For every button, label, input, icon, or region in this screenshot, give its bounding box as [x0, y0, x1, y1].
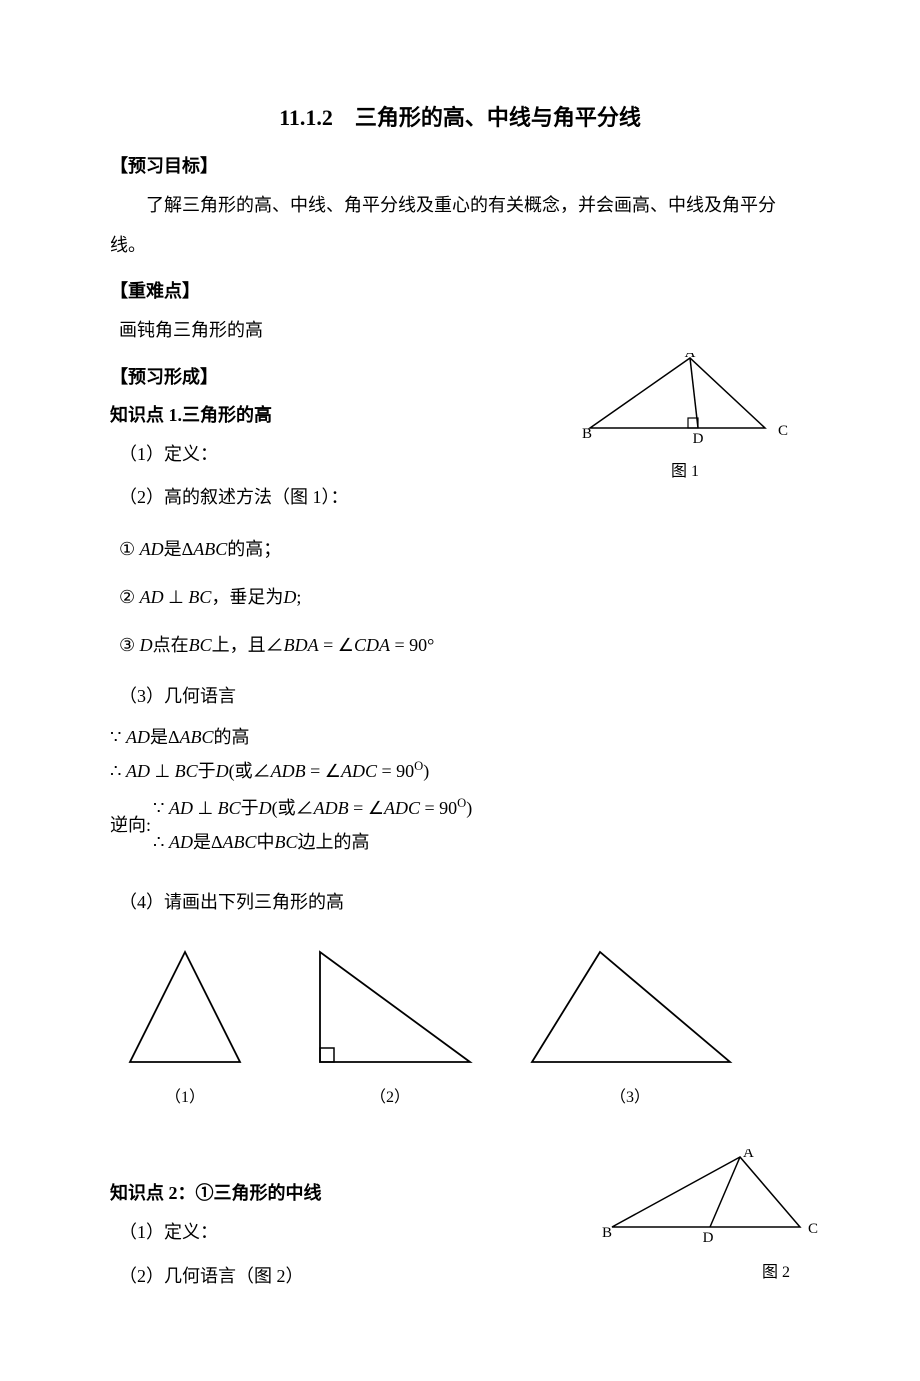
svg-text:C: C: [778, 423, 788, 439]
header-goal: 【预习目标】: [110, 152, 810, 178]
triangle-2-caption: （2）: [300, 1083, 480, 1107]
page-title: 11.1.2 三角形的高、中线与角平分线: [110, 100, 810, 132]
triangle-1: （1）: [110, 942, 260, 1107]
figure-2: A B D C 图 2: [600, 1149, 820, 1282]
kp1-n1: ① AD是ΔABC的高；: [119, 532, 810, 566]
goal-text: 了解三角形的高、中线、角平分线及重心的有关概念，并会画高、中线及角平分线。: [110, 186, 810, 265]
kp1-g1: ∵ AD是ΔABC的高: [110, 720, 810, 754]
svg-text:A: A: [685, 353, 696, 361]
svg-text:C: C: [808, 1221, 818, 1237]
triangle-2: （2）: [300, 942, 480, 1107]
kp1-geom: （3）几何语言: [119, 677, 810, 717]
svg-text:B: B: [602, 1225, 612, 1241]
reverse-label: 逆向:: [110, 808, 151, 842]
kp1-g4: ∴ AD是ΔABC中BC边上的高: [153, 825, 472, 859]
kp1-n2: ② AD ⊥ BC，垂足为D;: [119, 580, 810, 614]
figure-1-caption: 图 1: [580, 457, 790, 481]
header-difficulty: 【重难点】: [110, 277, 810, 303]
triangle-row: （1） （2） （3）: [110, 942, 810, 1107]
figure-2-svg: A B D C: [600, 1149, 820, 1249]
figure-2-caption: 图 2: [600, 1258, 820, 1282]
kp1-g2: ∴ AD ⊥ BC于D(或∠ADB = ∠ADC = 90O): [110, 754, 810, 788]
kp1-draw: （4）请画出下列三角形的高: [119, 883, 810, 923]
kp1-g3: ∵ AD ⊥ BC于D(或∠ADB = ∠ADC = 90O): [153, 791, 472, 825]
kp1-n3: ③ D点在BC上，且∠BDA = ∠CDA = 90°: [119, 628, 810, 662]
triangle-1-caption: （1）: [110, 1083, 260, 1107]
triangle-3: （3）: [520, 942, 740, 1107]
figure-1: A B D C 图 1: [580, 353, 790, 481]
svg-text:A: A: [743, 1149, 754, 1161]
difficulty-text: 画钝角三角形的高: [119, 311, 810, 351]
svg-text:D: D: [703, 1230, 714, 1246]
triangle-3-caption: （3）: [520, 1083, 740, 1107]
svg-text:D: D: [693, 431, 704, 447]
figure-1-svg: A B D C: [580, 353, 790, 448]
kp1-desc: （2）高的叙述方法（图 1）：: [119, 478, 810, 518]
svg-text:B: B: [582, 426, 592, 442]
